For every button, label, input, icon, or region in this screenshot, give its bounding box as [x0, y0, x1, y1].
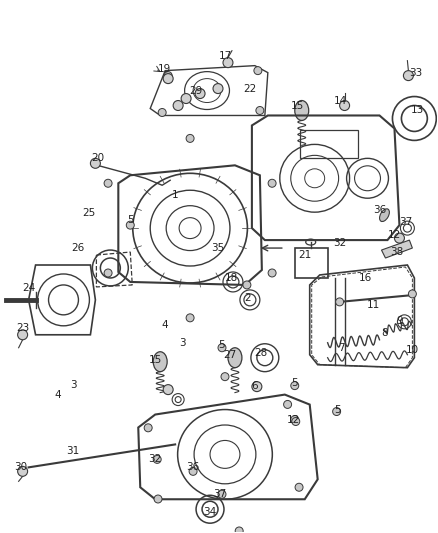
- Text: 7: 7: [338, 343, 345, 353]
- Text: 12: 12: [388, 230, 401, 240]
- Circle shape: [332, 408, 341, 416]
- Text: 14: 14: [334, 95, 347, 106]
- Ellipse shape: [380, 209, 389, 222]
- Text: 30: 30: [14, 462, 27, 472]
- Circle shape: [268, 179, 276, 187]
- Text: 21: 21: [298, 250, 311, 260]
- Circle shape: [291, 382, 299, 390]
- Text: 36: 36: [187, 462, 200, 472]
- Circle shape: [408, 290, 417, 298]
- Ellipse shape: [295, 101, 309, 120]
- Text: 32: 32: [333, 238, 346, 248]
- Text: 35: 35: [212, 243, 225, 253]
- Circle shape: [163, 74, 173, 84]
- Text: 25: 25: [82, 208, 95, 218]
- Circle shape: [158, 109, 166, 117]
- Text: 24: 24: [22, 283, 35, 293]
- Circle shape: [104, 269, 112, 277]
- Circle shape: [153, 455, 161, 463]
- Text: 37: 37: [399, 217, 412, 227]
- Circle shape: [18, 466, 28, 477]
- Circle shape: [144, 424, 152, 432]
- Text: 34: 34: [203, 507, 217, 517]
- Text: 18: 18: [224, 273, 237, 283]
- Circle shape: [189, 467, 197, 475]
- Text: 23: 23: [16, 323, 29, 333]
- Circle shape: [186, 314, 194, 322]
- Text: 11: 11: [367, 300, 380, 310]
- Text: 32: 32: [148, 455, 162, 464]
- Text: 5: 5: [127, 215, 134, 225]
- Text: 31: 31: [66, 447, 79, 456]
- Circle shape: [18, 330, 28, 340]
- Text: 28: 28: [254, 348, 268, 358]
- Circle shape: [126, 221, 134, 229]
- Circle shape: [256, 107, 264, 115]
- Text: 5: 5: [291, 378, 298, 387]
- Circle shape: [218, 344, 226, 352]
- Circle shape: [221, 373, 229, 381]
- Text: 8: 8: [381, 328, 388, 338]
- Circle shape: [235, 527, 243, 533]
- Circle shape: [339, 101, 350, 110]
- Text: 17: 17: [219, 51, 232, 61]
- Text: 22: 22: [243, 84, 257, 94]
- Circle shape: [395, 233, 404, 243]
- Text: 33: 33: [409, 68, 422, 78]
- Text: 4: 4: [54, 390, 61, 400]
- Text: 20: 20: [91, 154, 104, 163]
- Circle shape: [181, 94, 191, 103]
- Circle shape: [154, 495, 162, 503]
- Text: 38: 38: [390, 247, 403, 257]
- Text: 26: 26: [71, 243, 84, 253]
- Circle shape: [243, 281, 251, 289]
- Circle shape: [284, 400, 292, 408]
- Text: 16: 16: [359, 273, 372, 283]
- Circle shape: [291, 416, 299, 424]
- Circle shape: [218, 490, 226, 498]
- Text: 36: 36: [373, 205, 386, 215]
- Text: 19: 19: [158, 63, 171, 74]
- Circle shape: [223, 58, 233, 68]
- Text: 1: 1: [172, 190, 178, 200]
- Circle shape: [254, 67, 262, 75]
- Circle shape: [213, 84, 223, 94]
- Polygon shape: [381, 240, 413, 258]
- Text: 6: 6: [251, 381, 258, 391]
- Circle shape: [252, 382, 262, 392]
- Text: 27: 27: [223, 350, 237, 360]
- Ellipse shape: [153, 352, 167, 372]
- Circle shape: [173, 101, 183, 110]
- Text: 9: 9: [396, 316, 403, 326]
- Circle shape: [186, 134, 194, 142]
- Text: 2: 2: [244, 293, 251, 303]
- Text: 13: 13: [411, 106, 424, 116]
- Circle shape: [164, 71, 172, 79]
- Text: 3: 3: [179, 338, 185, 348]
- Text: 4: 4: [162, 320, 169, 330]
- Text: 3: 3: [70, 379, 77, 390]
- Text: 37: 37: [213, 489, 226, 499]
- Circle shape: [90, 158, 100, 168]
- Text: 15: 15: [148, 354, 162, 365]
- Text: 12: 12: [287, 415, 300, 424]
- Circle shape: [292, 417, 300, 425]
- Circle shape: [403, 71, 413, 80]
- Circle shape: [336, 298, 343, 306]
- Ellipse shape: [228, 348, 242, 368]
- Circle shape: [195, 88, 205, 99]
- Text: 5: 5: [334, 405, 341, 415]
- Circle shape: [163, 385, 173, 394]
- Circle shape: [295, 483, 303, 491]
- Circle shape: [104, 179, 112, 187]
- Text: 15: 15: [291, 101, 304, 110]
- Text: 5: 5: [219, 340, 225, 350]
- Text: 29: 29: [190, 86, 203, 95]
- Circle shape: [268, 269, 276, 277]
- Text: 10: 10: [406, 345, 419, 355]
